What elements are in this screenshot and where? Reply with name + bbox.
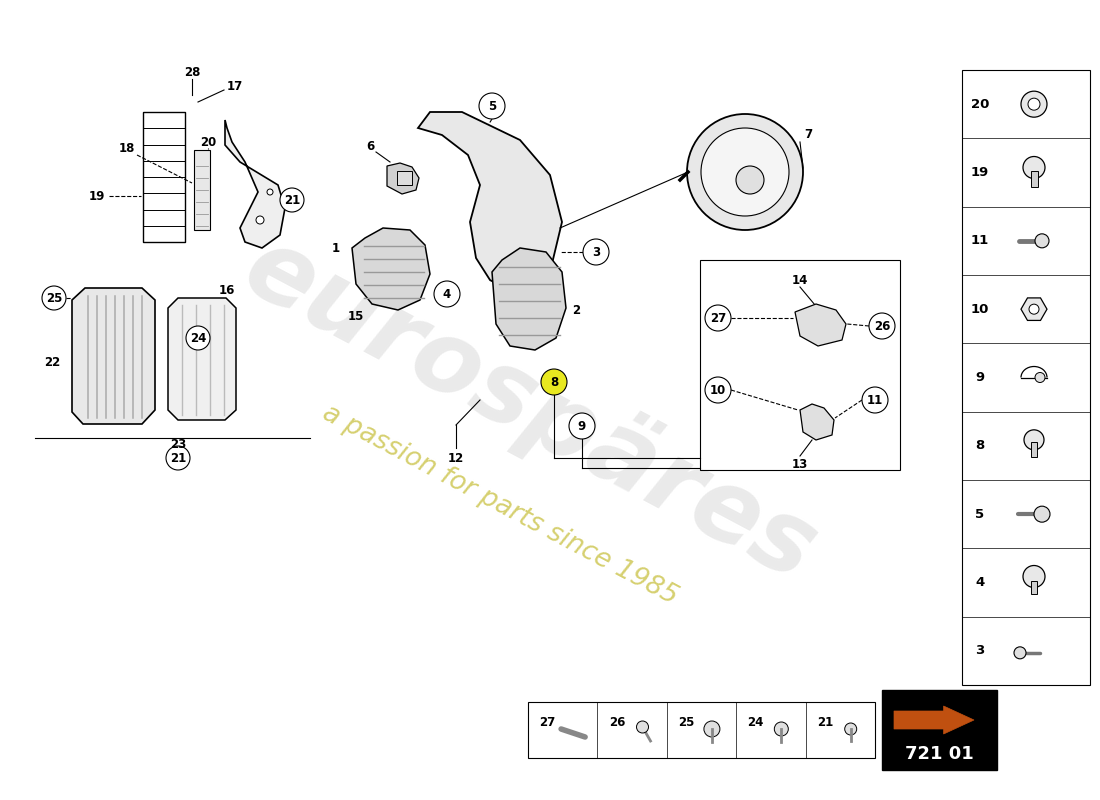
Circle shape [637,721,649,733]
Text: 15: 15 [348,310,364,322]
Circle shape [280,188,304,212]
Bar [1031,442,1037,457]
Text: 6: 6 [366,139,374,153]
Circle shape [1023,566,1045,587]
Circle shape [267,189,273,195]
Text: 9: 9 [976,371,984,384]
Text: 27: 27 [710,311,726,325]
Text: 5: 5 [976,508,984,521]
Circle shape [688,114,803,230]
Text: 2: 2 [572,303,580,317]
Circle shape [862,387,888,413]
Text: 4: 4 [976,576,984,589]
Bar [1031,581,1037,594]
Circle shape [736,166,764,194]
Circle shape [166,446,190,470]
Text: 17: 17 [227,79,243,93]
Polygon shape [795,304,846,346]
Polygon shape [800,404,834,440]
Circle shape [186,326,210,350]
Text: 28: 28 [184,66,200,78]
Text: 27: 27 [539,715,556,729]
Circle shape [569,413,595,439]
Text: 10: 10 [710,383,726,397]
Circle shape [1021,91,1047,117]
Bar [962,70,1090,685]
Circle shape [1034,506,1050,522]
Bar [882,690,997,770]
Circle shape [42,286,66,310]
Text: 22: 22 [44,355,60,369]
Polygon shape [72,288,155,424]
Text: eurospäres: eurospäres [228,218,833,602]
Circle shape [541,369,567,395]
Circle shape [705,377,732,403]
Circle shape [774,722,789,736]
Text: 3: 3 [592,246,601,258]
Bar [194,150,210,230]
Circle shape [1014,647,1026,659]
Text: 24: 24 [747,715,763,729]
Bar [1031,170,1037,186]
Text: 16: 16 [219,283,235,297]
Text: 7: 7 [804,127,812,141]
Text: 18: 18 [119,142,135,155]
Bar [528,702,874,758]
Circle shape [701,128,789,216]
Polygon shape [168,298,236,420]
Circle shape [1023,157,1045,178]
Circle shape [1028,98,1040,110]
Polygon shape [894,706,974,734]
Polygon shape [226,120,285,248]
Circle shape [434,281,460,307]
Circle shape [478,93,505,119]
Text: 8: 8 [550,375,558,389]
Bar [397,171,412,185]
Text: 26: 26 [608,715,625,729]
Circle shape [256,216,264,224]
Polygon shape [1021,298,1047,321]
Polygon shape [352,228,430,310]
Text: 13: 13 [792,458,808,470]
Text: 24: 24 [190,331,206,345]
Text: 25: 25 [678,715,694,729]
Bar [143,112,185,242]
Circle shape [1024,430,1044,450]
Circle shape [1035,373,1045,382]
Text: 11: 11 [867,394,883,406]
Circle shape [1035,234,1049,248]
Text: 14: 14 [792,274,808,286]
Text: 20: 20 [200,135,216,149]
Text: 5: 5 [488,99,496,113]
Text: 21: 21 [169,451,186,465]
Circle shape [869,313,895,339]
Text: 4: 4 [443,287,451,301]
Text: 20: 20 [971,98,989,110]
Circle shape [583,239,609,265]
Text: 19: 19 [89,190,106,202]
Text: 23: 23 [169,438,186,451]
Polygon shape [418,112,562,290]
Circle shape [1028,304,1040,314]
Bar [700,260,900,470]
Text: 21: 21 [817,715,833,729]
Text: 1: 1 [332,242,340,254]
Circle shape [705,305,732,331]
Text: 721 01: 721 01 [905,745,974,763]
Polygon shape [492,248,566,350]
Text: 21: 21 [284,194,300,206]
Text: 12: 12 [448,451,464,465]
Text: 11: 11 [971,234,989,247]
Text: 8: 8 [976,439,984,452]
Text: a passion for parts since 1985: a passion for parts since 1985 [318,400,682,610]
Circle shape [704,721,719,737]
Text: 26: 26 [873,319,890,333]
Text: 19: 19 [971,166,989,179]
Polygon shape [387,163,419,194]
Text: 9: 9 [578,419,586,433]
Text: 10: 10 [971,302,989,316]
Text: 3: 3 [976,644,984,658]
Circle shape [845,723,857,735]
Text: 25: 25 [46,291,63,305]
